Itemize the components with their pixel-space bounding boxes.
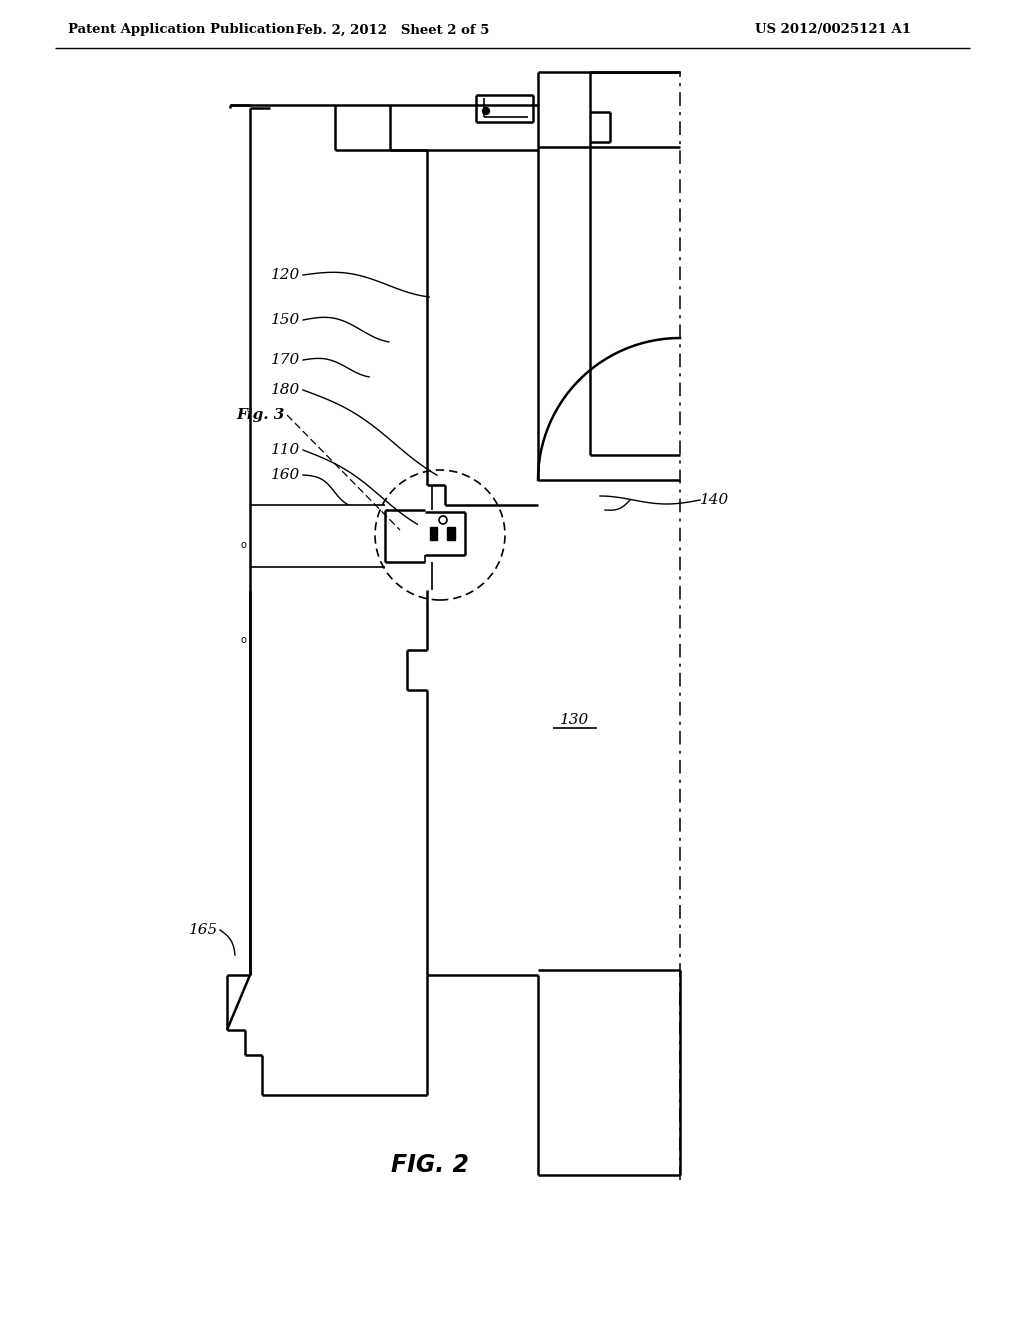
Polygon shape [447, 527, 455, 540]
Text: FIG. 2: FIG. 2 [391, 1152, 469, 1177]
Text: US 2012/0025121 A1: US 2012/0025121 A1 [755, 24, 911, 37]
Text: o: o [240, 635, 246, 645]
Text: 140: 140 [700, 492, 729, 507]
Text: Patent Application Publication: Patent Application Publication [68, 24, 295, 37]
Text: Fig. 3: Fig. 3 [237, 408, 285, 422]
Polygon shape [430, 527, 437, 540]
Text: 110: 110 [270, 444, 300, 457]
Text: 180: 180 [270, 383, 300, 397]
Text: Feb. 2, 2012   Sheet 2 of 5: Feb. 2, 2012 Sheet 2 of 5 [296, 24, 489, 37]
Text: 160: 160 [270, 469, 300, 482]
Text: 170: 170 [270, 352, 300, 367]
Text: o: o [240, 540, 246, 550]
Text: 150: 150 [270, 313, 300, 327]
Text: 165: 165 [188, 923, 218, 937]
Text: 130: 130 [560, 713, 590, 727]
Circle shape [482, 107, 489, 115]
Text: 120: 120 [270, 268, 300, 282]
